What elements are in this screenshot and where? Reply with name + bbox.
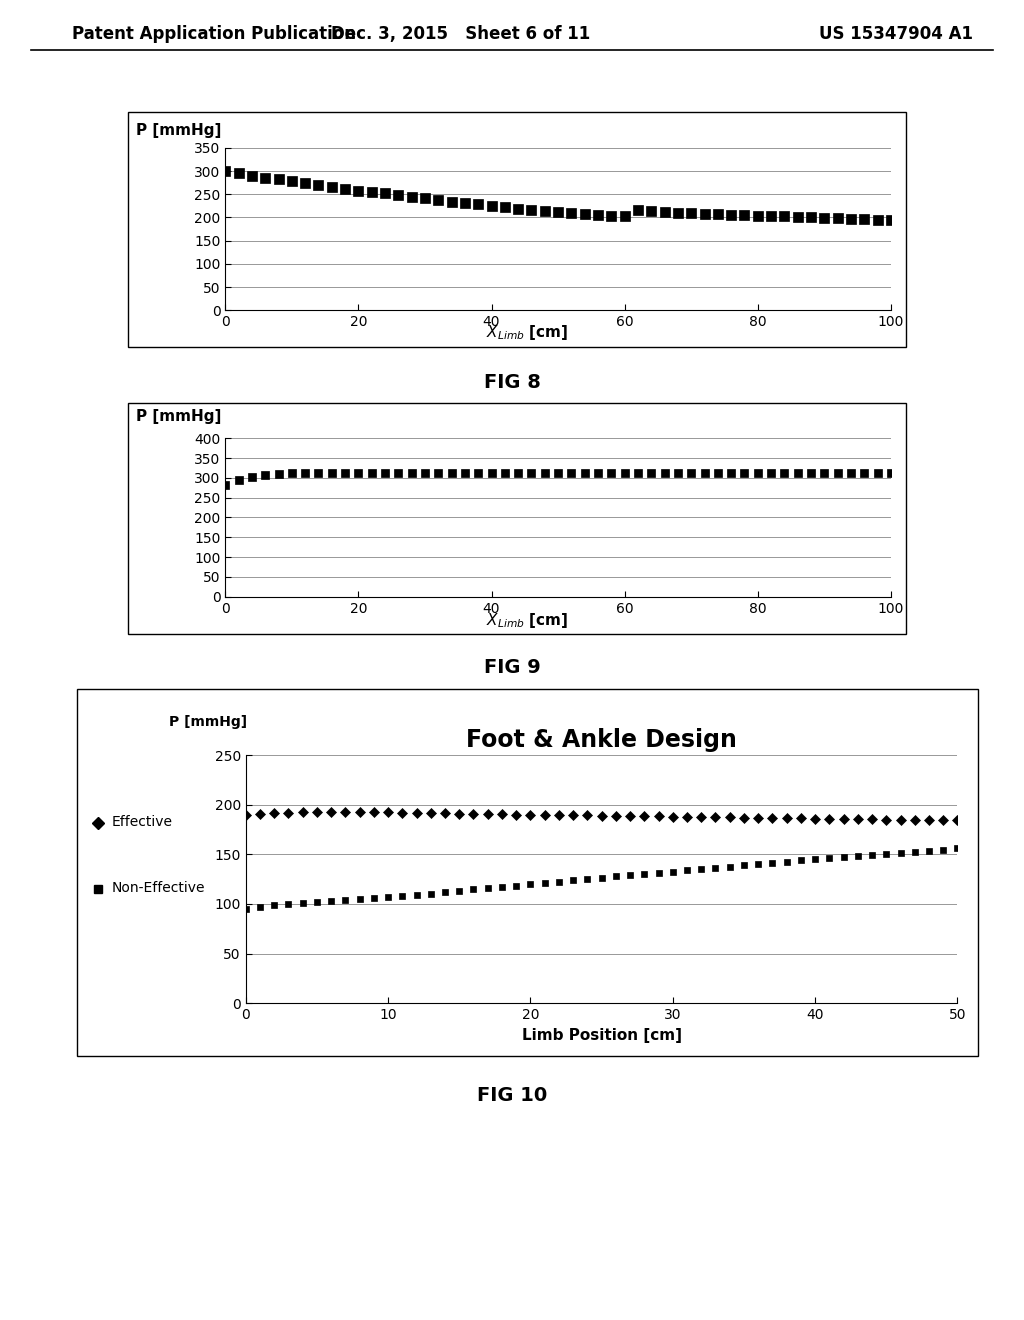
Text: Non-Effective: Non-Effective <box>112 880 205 895</box>
Line: Effective: Effective <box>243 808 961 824</box>
Text: Patent Application Publication: Patent Application Publication <box>72 25 355 44</box>
Line: Non-Effective: Non-Effective <box>243 845 961 912</box>
Effective <box>724 809 736 825</box>
Effective <box>766 809 778 825</box>
Non-Effective <box>752 857 764 873</box>
Text: Effective: Effective <box>112 814 173 829</box>
Text: $X_{Limb}$ [cm]: $X_{Limb}$ [cm] <box>486 611 568 630</box>
Text: P [mmHg]: P [mmHg] <box>136 409 221 424</box>
Title: Foot & Ankle Design: Foot & Ankle Design <box>466 727 737 751</box>
Effective <box>467 805 479 821</box>
Effective <box>411 805 423 821</box>
Effective <box>937 812 949 828</box>
Effective <box>240 807 252 822</box>
Non-Effective <box>396 888 409 904</box>
Text: FIG 10: FIG 10 <box>477 1086 547 1105</box>
Effective <box>297 804 309 820</box>
Effective <box>951 812 964 828</box>
Text: P [mmHg]: P [mmHg] <box>136 123 221 137</box>
Non-Effective <box>710 861 722 876</box>
Effective <box>481 805 494 821</box>
Text: FIG 9: FIG 9 <box>483 659 541 677</box>
X-axis label: Limb Position [cm]: Limb Position [cm] <box>521 1027 682 1043</box>
Text: P [mmHg]: P [mmHg] <box>169 715 247 730</box>
Text: FIG 8: FIG 8 <box>483 374 541 392</box>
Non-Effective <box>467 882 479 898</box>
Text: $X_{Limb}$ [cm]: $X_{Limb}$ [cm] <box>486 323 568 342</box>
Non-Effective <box>240 902 252 917</box>
Non-Effective <box>951 841 964 857</box>
Non-Effective <box>453 883 465 899</box>
Text: Dec. 3, 2015   Sheet 6 of 11: Dec. 3, 2015 Sheet 6 of 11 <box>331 25 591 44</box>
Text: US 15347904 A1: US 15347904 A1 <box>819 25 973 44</box>
Non-Effective <box>937 842 949 858</box>
Effective <box>881 812 893 828</box>
